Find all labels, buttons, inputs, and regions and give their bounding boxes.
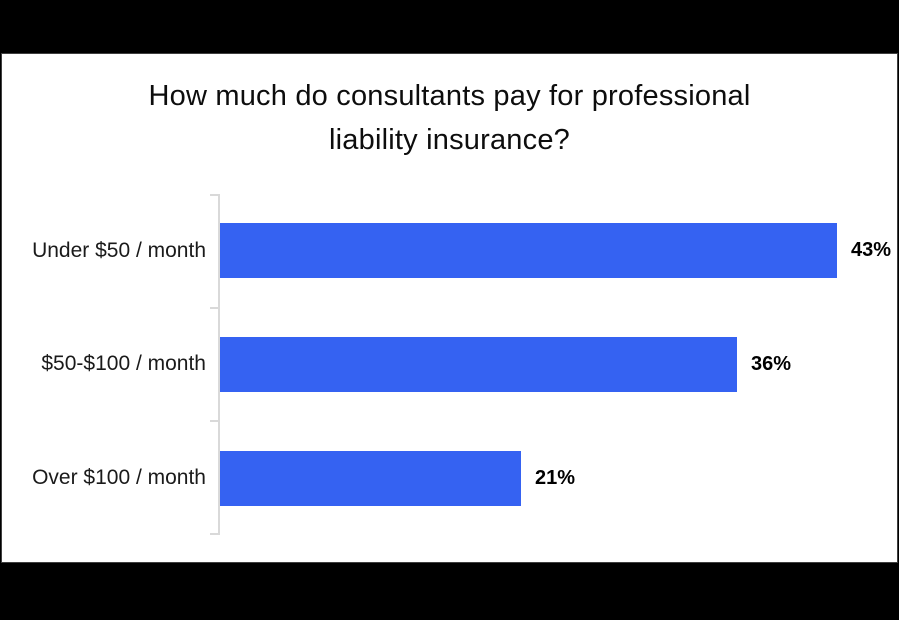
axis-tick [210,194,218,196]
value-label: 43% [851,239,892,262]
value-label: 21% [535,466,576,489]
chart-title: How much do consultants pay for professi… [2,74,897,162]
category-label: Over $100 / month [32,466,206,490]
bar [220,337,737,392]
y-axis-line [218,194,220,535]
plot-area: Under $50 / month 43% $50-$100 / month 36% O… [2,194,897,535]
bar [220,451,521,506]
axis-tick [210,307,218,309]
bar [220,223,837,278]
chart-title-line2: liability insurance? [329,124,570,156]
value-label: 36% [751,352,792,375]
chart-title-line1: How much do consultants pay for professi… [148,80,751,112]
axis-tick [210,533,218,535]
category-label: Under $50 / month [32,238,206,262]
category-label: $50-$100 / month [41,352,206,376]
axis-tick [210,420,218,422]
chart-panel: How much do consultants pay for professi… [1,53,898,563]
